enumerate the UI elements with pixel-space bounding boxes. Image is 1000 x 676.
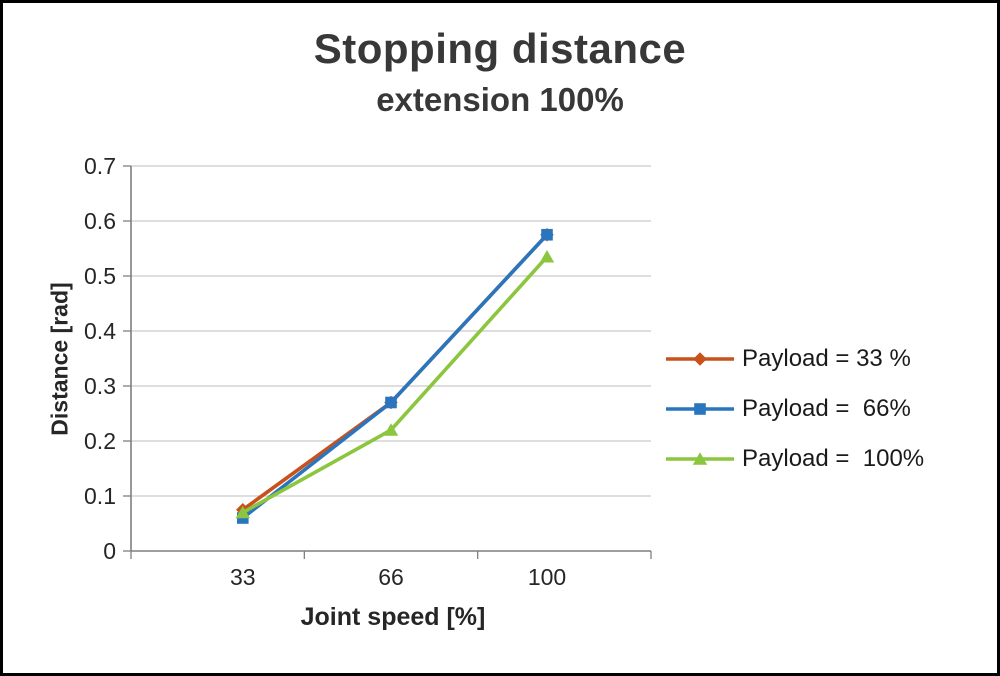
y-tick-label: 0.1 <box>84 483 116 509</box>
legend-label: Payload = 66% <box>742 395 911 422</box>
y-tick-label: 0.5 <box>84 263 116 289</box>
marker-triangle <box>539 249 555 263</box>
legend-label: Payload = 33 % <box>742 345 911 372</box>
x-tick-label: 33 <box>230 564 256 590</box>
y-tick-label: 0.6 <box>84 208 116 234</box>
y-tick-label: 0 <box>103 538 116 564</box>
y-tick-label: 0.2 <box>84 428 116 454</box>
series-line <box>241 254 549 515</box>
marker-triangle <box>692 452 708 465</box>
legend: Payload = 33 % Payload = 66% Payload = 1… <box>663 342 924 476</box>
marker-square <box>385 396 397 409</box>
x-tick-label: 66 <box>378 564 404 590</box>
legend-marker-diamond-icon <box>663 348 737 370</box>
legend-item-payload-33: Payload = 33 % <box>663 342 924 376</box>
marker-square <box>694 403 706 415</box>
legend-item-payload-66: Payload = 66% <box>663 392 924 426</box>
chart-subtitle: extension 100% <box>376 81 624 118</box>
y-axis-title: Distance [rad] <box>46 282 73 436</box>
y-tick-label: 0.3 <box>84 373 116 399</box>
legend-sample-line <box>666 403 734 415</box>
legend-marker-square-icon <box>663 398 737 420</box>
legend-sample-line <box>666 352 734 366</box>
legend-item-payload-100: Payload = 100% <box>663 442 924 476</box>
chart-plot-area: 0 0.1 0.2 0.3 0.4 0.5 0.6 0.7 33 66 100 <box>84 153 652 590</box>
x-axis-title: Joint speed [%] <box>300 603 486 631</box>
x-tick-label: 100 <box>528 564 566 590</box>
marker-triangle <box>383 423 399 436</box>
legend-label: Payload = 100% <box>742 445 925 472</box>
y-tick-label: 0.7 <box>84 153 116 179</box>
legend-marker-triangle-icon <box>663 448 737 470</box>
chart-title: Stopping distance <box>313 25 687 72</box>
marker-triangle <box>235 505 250 519</box>
y-tick-label: 0.4 <box>84 318 116 344</box>
legend-sample-line <box>666 452 734 465</box>
marker-square <box>541 228 553 241</box>
marker-diamond <box>693 352 707 366</box>
